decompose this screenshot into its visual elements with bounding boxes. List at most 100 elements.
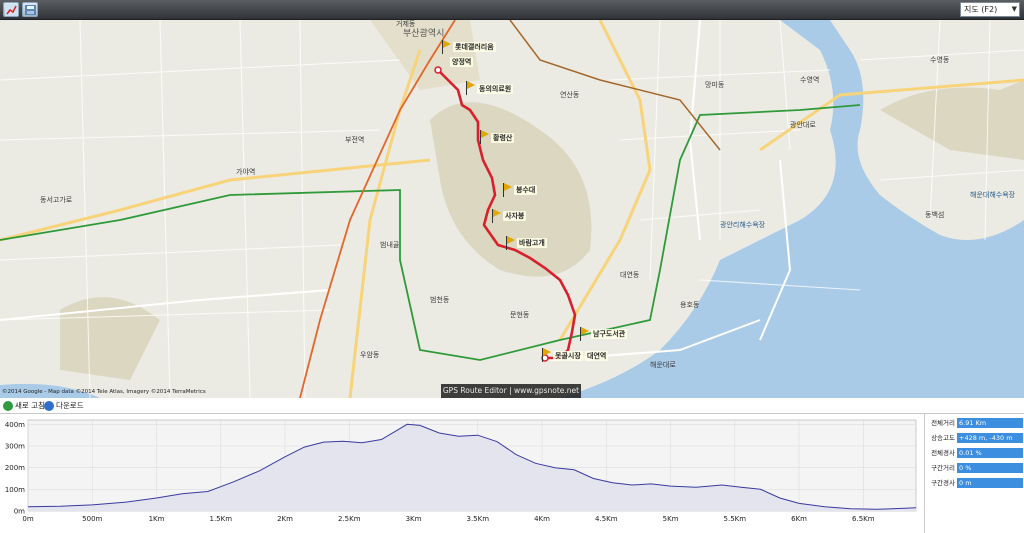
- stat-label: 전체경사: [931, 449, 955, 457]
- place-label: 사자봉: [503, 211, 527, 221]
- save-route-button[interactable]: [22, 2, 38, 17]
- sea-area: [560, 130, 1024, 398]
- app-watermark: GPS Route Editor | www.gpsnote.net: [441, 384, 581, 398]
- refresh-icon: [3, 401, 13, 411]
- download-icon: [44, 401, 54, 411]
- map-label: 연산동: [560, 91, 580, 99]
- top-toolbar: 지도 (F2) ▼: [0, 0, 1024, 20]
- map-canvas: [0, 20, 1024, 398]
- x-tick-label: 6Km: [791, 515, 807, 523]
- map-label: 우암동: [360, 351, 380, 359]
- x-tick-label: 3.5Km: [467, 515, 490, 523]
- map-label: 용호동: [680, 301, 700, 309]
- stat-section-slope: 구간경사 0 m: [925, 478, 1024, 489]
- park-area: [370, 20, 480, 90]
- map-label: 대연동: [620, 271, 640, 279]
- waypoint-flag[interactable]: [480, 130, 490, 144]
- main-roads: [0, 20, 1024, 398]
- stat-section-distance: 구간거리 0 %: [925, 463, 1024, 474]
- x-tick-label: 1.5Km: [209, 515, 232, 523]
- save-icon: [25, 5, 36, 15]
- place-label: 양정역: [450, 57, 474, 67]
- map-label: 해운대로: [650, 361, 676, 369]
- place-label: 남구도서관: [591, 329, 628, 339]
- map-label: 광안리해수욕장: [720, 221, 766, 229]
- waypoint-flag[interactable]: [580, 327, 590, 341]
- map-label: 범내골: [380, 241, 400, 249]
- download-label: 다운로드: [56, 401, 84, 410]
- place-label: 못골시장: [553, 351, 583, 361]
- map-label: 해운대해수욕장: [970, 191, 1016, 199]
- map-copyright: ©2014 Google - Map data ©2014 Tele Atlas…: [2, 389, 206, 395]
- subway-line-1: [299, 20, 456, 398]
- chevron-down-icon: ▼: [1011, 5, 1017, 13]
- river-area: [780, 20, 864, 130]
- y-tick-label: 300m: [5, 443, 25, 451]
- map-label: 수영동: [930, 56, 950, 64]
- open-route-button[interactable]: [3, 2, 19, 17]
- x-tick-label: 5Km: [663, 515, 679, 523]
- stat-value: 0 m: [957, 478, 1023, 488]
- refresh-button[interactable]: 새로 고침: [3, 400, 45, 412]
- stat-total-slope: 전체경사 0.01 %: [925, 448, 1024, 459]
- stat-label: 구간경사: [931, 479, 955, 487]
- elevation-chart[interactable]: 0m 100m 200m 300m 400m 0m 500m 1Km 1.5Km 2Km 2.5Km…: [0, 414, 924, 533]
- y-tick-label: 400m: [5, 421, 25, 429]
- waypoint-flag[interactable]: [503, 183, 513, 197]
- x-tick-label: 2Km: [277, 515, 293, 523]
- waypoint-flag[interactable]: [542, 348, 552, 362]
- place-label: 동의의료원: [477, 84, 514, 94]
- y-tick-label: 200m: [5, 464, 25, 472]
- route-stats-panel: 전체거리 6.91 Km 상승고도 +428 m, -430 m 전체경사 0.…: [924, 414, 1024, 533]
- download-button[interactable]: 다운로드: [44, 400, 84, 412]
- x-tick-label: 1Km: [149, 515, 165, 523]
- y-tick-label: 0m: [14, 508, 25, 516]
- x-tick-label: 5.5Km: [724, 515, 747, 523]
- stat-total-distance: 전체거리 6.91 Km: [925, 418, 1024, 429]
- stat-elevation-gain: 상승고도 +428 m, -430 m: [925, 433, 1024, 444]
- map-view[interactable]: 롯데갤러리움 양정역 동의의료원 황령산 봉수대 사자봉 바람고개 남구도서관 …: [0, 20, 1024, 398]
- y-tick-label: 100m: [5, 486, 25, 494]
- gps-route-path[interactable]: [437, 69, 577, 360]
- map-label: 가야역: [236, 168, 256, 176]
- x-tick-label: 3Km: [406, 515, 422, 523]
- stat-value: 0 %: [957, 463, 1023, 473]
- map-type-value: 지도 (F2): [964, 5, 998, 14]
- map-label: 망미동: [705, 81, 725, 89]
- map-type-select[interactable]: 지도 (F2) ▼: [960, 2, 1020, 17]
- elevation-line: [27, 423, 917, 510]
- stat-label: 상승고도: [931, 434, 955, 442]
- stat-value: 6.91 Km: [957, 418, 1023, 428]
- waypoint-flag[interactable]: [442, 40, 452, 54]
- place-label: 바람고개: [517, 238, 547, 248]
- map-label: 광안대로: [790, 121, 816, 129]
- place-label: 황령산: [491, 133, 515, 143]
- stat-label: 구간거리: [931, 464, 955, 472]
- elevation-chart-svg: 0m 100m 200m 300m 400m 0m 500m 1Km 1.5Km 2Km 2.5Km…: [5, 419, 917, 523]
- place-label: 대연역: [585, 351, 609, 361]
- route-start-marker[interactable]: [434, 66, 442, 74]
- waypoint-flag[interactable]: [506, 236, 516, 250]
- map-label: 문현동: [510, 311, 530, 319]
- place-label: 봉수대: [514, 185, 538, 195]
- map-label: 부산광역시: [403, 29, 445, 39]
- hill-area: [880, 80, 1024, 160]
- x-tick-label: 6.5Km: [852, 515, 875, 523]
- stat-label: 전체거리: [931, 419, 955, 427]
- map-label: 부전역: [345, 136, 365, 144]
- x-tick-label: 500m: [82, 515, 102, 523]
- route-icon: [5, 4, 18, 16]
- subway-line-2: [0, 104, 861, 361]
- chart-toolbar: 새로 고침 다운로드: [0, 398, 1024, 414]
- map-label: 수영역: [800, 76, 820, 84]
- map-label: 거제동: [396, 20, 416, 28]
- waypoint-flag[interactable]: [466, 81, 476, 95]
- sea-area: [0, 383, 100, 398]
- map-label: 동서고가로: [40, 196, 73, 204]
- refresh-label: 새로 고침: [15, 401, 45, 410]
- stat-value: +428 m, -430 m: [957, 433, 1023, 443]
- map-label: 동백섬: [925, 211, 945, 219]
- place-label: 롯데갤러리움: [453, 42, 496, 52]
- waypoint-flag[interactable]: [492, 209, 502, 223]
